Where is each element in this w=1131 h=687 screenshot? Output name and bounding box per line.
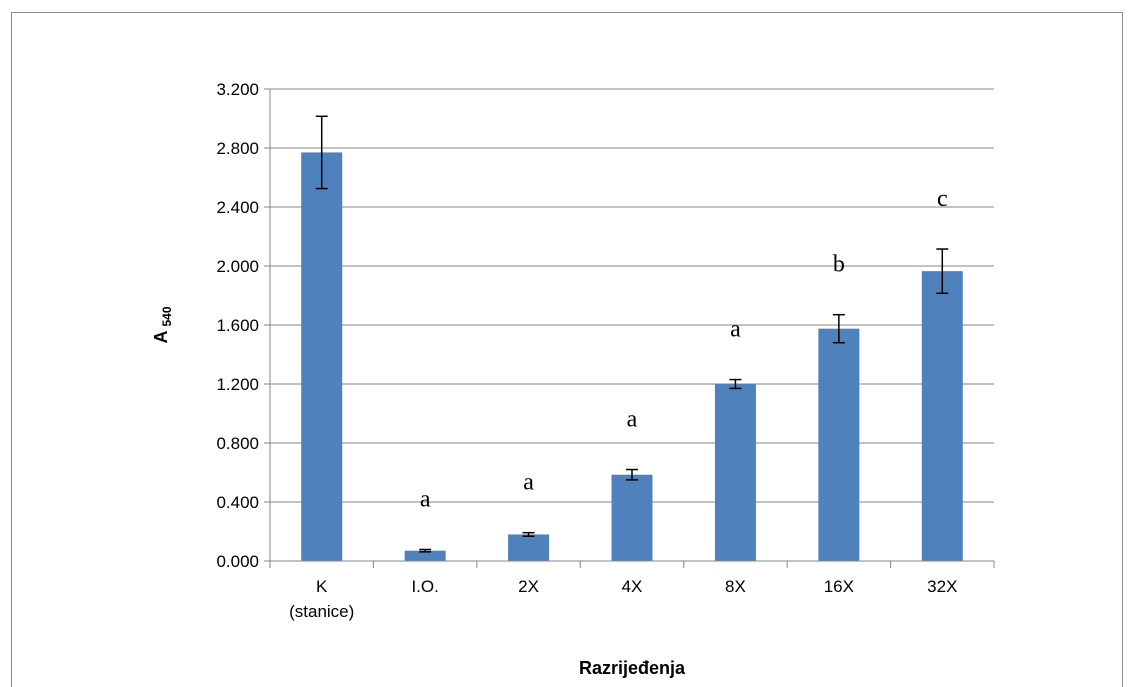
x-tick-label: 16X [824,577,854,596]
significance-label: b [833,252,845,278]
bar [611,474,653,561]
y-axis-title: A540 [151,306,174,343]
bar [921,271,963,561]
x-tick-label: 32X [927,577,957,596]
x-tick-label: (stanice) [289,602,354,621]
y-tick-label: 0.400 [216,493,259,512]
y-tick-label: 1.200 [216,375,259,394]
axes [264,88,995,568]
y-tick-label: 2.000 [216,257,259,276]
x-tick-label: K [316,577,328,596]
significance-label: a [627,407,638,433]
significance-label: c [937,186,948,212]
bar [818,328,860,561]
x-tick-label: 2X [518,577,539,596]
y-tick-label: 2.800 [216,139,259,158]
y-tick-label: 2.400 [216,198,259,217]
significance-label: a [730,317,741,343]
x-tick-label: I.O. [411,577,438,596]
x-tick-label: 8X [725,577,746,596]
y-tick-label: 3.200 [216,80,259,99]
significance-label: a [523,470,534,496]
y-tick-label: 1.600 [216,316,259,335]
bar [714,384,756,561]
bar [508,534,550,561]
y-tick-label: 0.000 [216,552,259,571]
bar [301,152,343,562]
x-axis-title: Razrijeđenja [579,658,686,678]
gridlines [270,88,994,503]
significance-label: a [420,486,431,512]
bars [301,152,963,562]
error-bars [315,115,949,553]
bar [404,550,446,561]
y-tick-label: 0.800 [216,434,259,453]
labels: 0.000 0.400 0.800 1.200 1.600 2.000 2.400 2.800… [216,80,957,621]
x-tick-label: 4X [622,577,643,596]
